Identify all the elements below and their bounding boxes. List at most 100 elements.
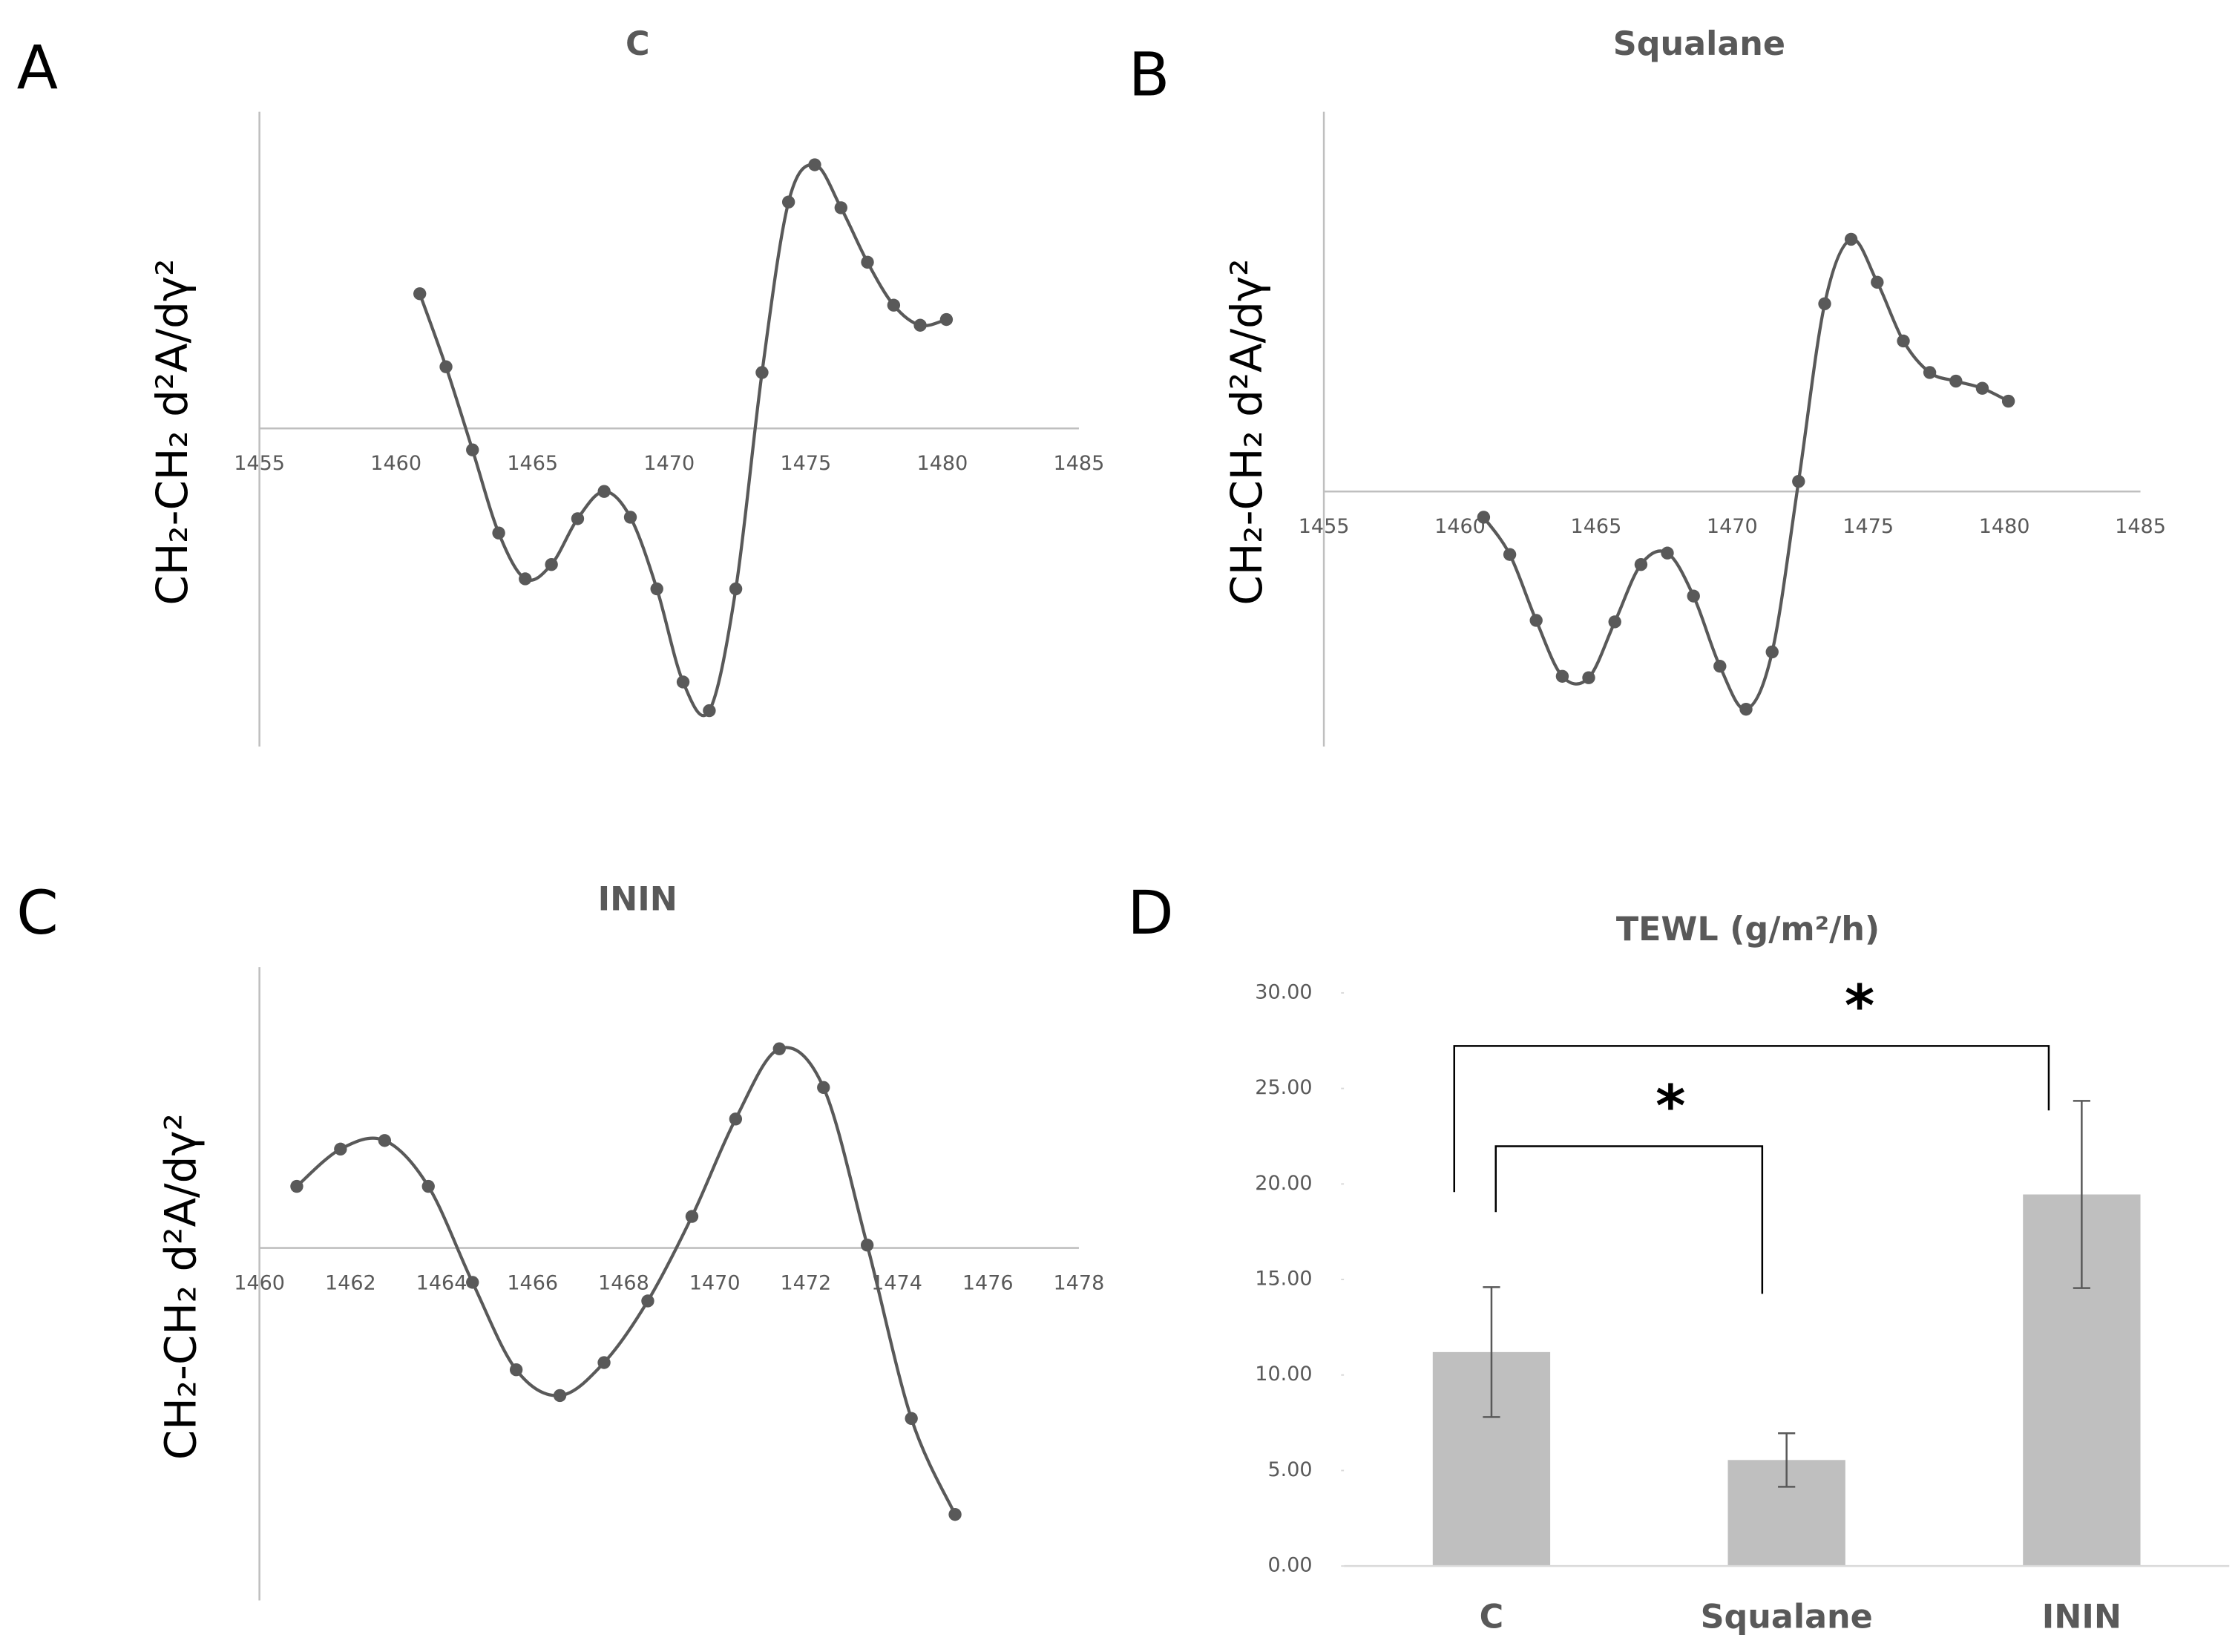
x-tick-label: 1478 [1054,1271,1105,1294]
panel-label: B [1129,41,1170,111]
data-point [2001,394,2015,408]
data-point [729,1112,743,1126]
data-point [378,1134,392,1147]
chart-title: ININ [598,880,677,918]
x-tick-label: 1472 [780,1271,831,1294]
data-point [1477,511,1491,524]
data-point [1818,297,1831,310]
data-point [808,158,821,171]
data-point [623,511,637,524]
data-point [1713,660,1727,673]
y-tick-label: 15.00 [1255,1268,1312,1291]
data-point [781,195,795,209]
data-point [1792,474,1805,488]
x-tick-label: ININ [2042,1599,2121,1636]
x-tick-label: 1485 [2115,515,2166,538]
significance-star: * [1845,973,1874,1040]
data-point [1897,334,1910,348]
data-point [887,298,901,312]
significance-brackets [1453,1045,2050,1294]
x-tick-label: 1468 [598,1271,649,1294]
data-point [913,318,927,332]
data-point [553,1389,567,1403]
data-point [571,512,585,525]
y-tick-label: 25.00 [1255,1076,1312,1099]
data-point [597,1356,611,1369]
chart-title: C [626,25,650,63]
data-point [1661,546,1674,560]
data-point [413,287,427,301]
x-tick-label: 1470 [689,1271,741,1294]
data-point [1634,557,1648,571]
x-tick-label: 1465 [1571,515,1622,538]
x-tick-label: Squalane [1701,1599,1873,1636]
data-point [466,1276,479,1289]
panel-label: D [1127,879,1173,948]
data-point [834,201,848,214]
x-tick-label: 1476 [962,1271,1014,1294]
x-tick-label: 1460 [370,452,421,475]
x-tick-label: 1466 [507,1271,558,1294]
data-point [1582,671,1595,684]
data-point [1871,275,1884,289]
data-point [641,1294,654,1308]
data-point [492,526,505,540]
data-point [545,557,558,571]
data-point [290,1179,303,1193]
data-point [1975,381,1989,395]
x-tick-label: 1455 [1299,515,1350,538]
data-point [860,1239,874,1252]
x-tick-label: 1475 [1842,515,1894,538]
data-line [1482,237,2009,711]
data-point [421,1179,435,1193]
y-axis-label: CH₂-CH₂ d²A/dγ² [155,1113,206,1460]
data-point [1555,669,1569,683]
x-tick-label: C [1480,1599,1504,1636]
data-point [703,704,716,718]
x-tick-label: 1470 [643,452,695,475]
data-point [519,572,532,586]
x-tick-label: 1475 [780,452,831,475]
data-point [1923,366,1937,379]
data-point [1608,615,1621,629]
data-point [1503,548,1517,561]
x-tick-label: 1465 [507,452,558,475]
data-point [1529,614,1543,627]
data-line [418,163,948,718]
data-point [1765,645,1779,659]
data-point [509,1363,523,1377]
x-tick-label: 1480 [1979,515,2030,538]
data-point [755,366,769,379]
data-point [948,1507,962,1521]
data-point [939,312,954,327]
y-tick-label: 10.00 [1255,1363,1312,1386]
panel-label: A [17,33,58,103]
bracket [1494,1145,1764,1294]
data-point [685,1210,699,1223]
data-point [1739,702,1753,716]
y-axis-label: CH₂-CH₂ d²A/dγ² [1221,259,1272,606]
data-point [1844,232,1858,246]
data-point [1687,589,1700,603]
x-tick-label: 1470 [1707,515,1758,538]
data-point [817,1081,830,1095]
significance-star: * [1655,1073,1685,1140]
data-point [729,582,743,596]
data-point [772,1042,786,1055]
x-tick-label: 1462 [325,1271,376,1294]
data-point [439,360,453,373]
chart-title: TEWL (g/m²/h) [1616,911,1880,948]
data-point [334,1142,347,1156]
x-tick-label: 1460 [1434,515,1486,538]
data-point [861,255,874,269]
data-point [466,443,479,456]
data-point [905,1412,918,1425]
panel-label: C [16,879,59,948]
y-tick-label: 5.00 [1267,1458,1312,1481]
y-tick-label: 0.00 [1267,1554,1312,1577]
data-point [650,582,663,596]
chart-title: Squalane [1613,25,1785,63]
y-axis-label: CH₂-CH₂ d²A/dγ² [147,259,197,606]
data-point [676,675,690,689]
